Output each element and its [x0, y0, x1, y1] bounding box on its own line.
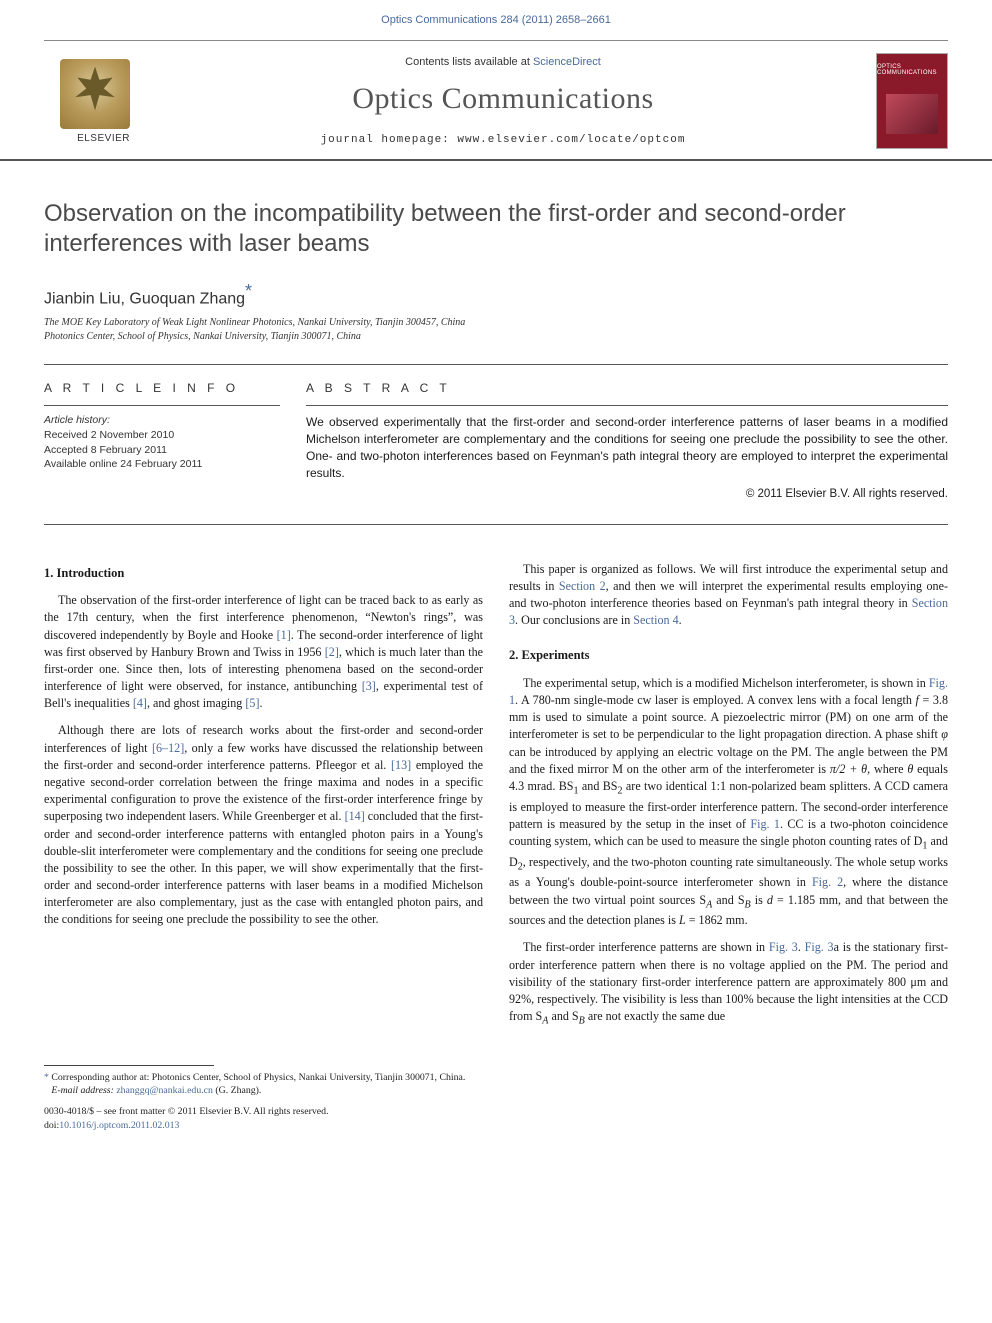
email-label: E-mail address:: [51, 1085, 116, 1096]
fig-link-3[interactable]: Fig. 3: [769, 940, 798, 954]
abstract-copyright: © 2011 Elsevier B.V. All rights reserved…: [306, 488, 948, 500]
fig-link-3a[interactable]: Fig. 3: [805, 940, 834, 954]
sciencedirect-link[interactable]: ScienceDirect: [533, 56, 601, 68]
affiliation-1: The MOE Key Laboratory of Weak Light Non…: [44, 316, 948, 330]
ref-link-13[interactable]: [13]: [391, 758, 411, 772]
author-list: Jianbin Liu, Guoquan Zhang*: [0, 269, 992, 312]
intro-paragraph-1: The observation of the first-order inter…: [44, 592, 483, 712]
abstract-column: A B S T R A C T We observed experimental…: [306, 381, 948, 499]
ref-link-4[interactable]: [4]: [133, 696, 147, 710]
ref-link-2[interactable]: [2]: [325, 645, 339, 659]
section-divider-bottom: [44, 524, 948, 525]
footer: * Corresponding author at: Photonics Cen…: [0, 1055, 992, 1152]
affiliation-2: Photonics Center, School of Physics, Nan…: [44, 330, 948, 344]
corresponding-footnote: * Corresponding author at: Photonics Cen…: [44, 1071, 948, 1084]
abstract-rule: [306, 405, 948, 406]
section-1-heading: 1. Introduction: [44, 565, 483, 583]
elsevier-tree-icon: [60, 59, 130, 129]
abstract-heading: A B S T R A C T: [306, 381, 948, 395]
ref-link-5[interactable]: [5]: [245, 696, 259, 710]
corresponding-mark-icon: *: [245, 281, 252, 301]
authors-text: Jianbin Liu, Guoquan Zhang: [44, 290, 245, 307]
history-accepted: Accepted 8 February 2011: [44, 443, 280, 457]
journal-cover-thumbnail: OPTICS COMMUNICATIONS: [876, 53, 948, 149]
doi-link[interactable]: 10.1016/j.optcom.2011.02.013: [59, 1120, 179, 1131]
affiliations: The MOE Key Laboratory of Weak Light Non…: [0, 312, 992, 358]
info-rule: [44, 405, 280, 406]
journal-homepage: journal homepage: www.elsevier.com/locat…: [130, 134, 876, 146]
fig-link-1b[interactable]: Fig. 1: [750, 817, 780, 831]
contents-line: Contents lists available at ScienceDirec…: [130, 56, 876, 68]
ref-link-1[interactable]: [1]: [277, 628, 291, 642]
cover-image-icon: [886, 94, 938, 134]
contents-prefix: Contents lists available at: [405, 56, 533, 68]
article-info-column: A R T I C L E I N F O Article history: R…: [44, 381, 280, 499]
section-divider-top: [44, 364, 948, 365]
ref-link-14[interactable]: [14]: [345, 809, 365, 823]
history-received: Received 2 November 2010: [44, 428, 280, 442]
history-label: Article history:: [44, 414, 280, 426]
journal-title: Optics Communications: [130, 82, 876, 116]
section-2-heading: 2. Experiments: [509, 647, 948, 665]
experiments-paragraph-2: The first-order interference patterns ar…: [509, 939, 948, 1028]
publisher-logo-block: ELSEVIER: [44, 51, 130, 151]
article-title: Observation on the incompatibility betwe…: [44, 199, 948, 259]
footnote-rule: [44, 1065, 214, 1066]
abstract-text: We observed experimentally that the firs…: [306, 414, 948, 481]
journal-banner: ELSEVIER Contents lists available at Sci…: [0, 41, 992, 161]
doi-block: 0030-4018/$ – see front matter © 2011 El…: [44, 1105, 948, 1131]
outline-paragraph: This paper is organized as follows. We w…: [509, 561, 948, 630]
cover-title-text: OPTICS COMMUNICATIONS: [877, 64, 947, 76]
intro-paragraph-2: Although there are lots of research work…: [44, 722, 483, 928]
body-two-column: 1. Introduction The observation of the f…: [0, 531, 992, 1055]
column-right: This paper is organized as follows. We w…: [509, 561, 948, 1039]
section-link-2[interactable]: Section 2: [559, 579, 606, 593]
fig-link-2[interactable]: Fig. 2: [812, 875, 843, 889]
issn-line: 0030-4018/$ – see front matter © 2011 El…: [44, 1105, 948, 1118]
article-info-heading: A R T I C L E I N F O: [44, 381, 280, 395]
history-online: Available online 24 February 2011: [44, 457, 280, 471]
ref-link-6-12[interactable]: [6–12]: [152, 741, 184, 755]
email-footnote: E-mail address: zhanggq@nankai.edu.cn (G…: [44, 1084, 948, 1097]
experiments-paragraph-1: The experimental setup, which is a modif…: [509, 675, 948, 930]
email-link[interactable]: zhanggq@nankai.edu.cn: [116, 1085, 213, 1096]
ref-link-3[interactable]: [3]: [362, 679, 376, 693]
doi-label: doi:: [44, 1120, 59, 1131]
column-left: 1. Introduction The observation of the f…: [44, 561, 483, 1039]
section-link-4[interactable]: Section 4: [633, 613, 678, 627]
journal-reference: Optics Communications 284 (2011) 2658–26…: [381, 14, 611, 26]
publisher-label: ELSEVIER: [77, 133, 130, 144]
